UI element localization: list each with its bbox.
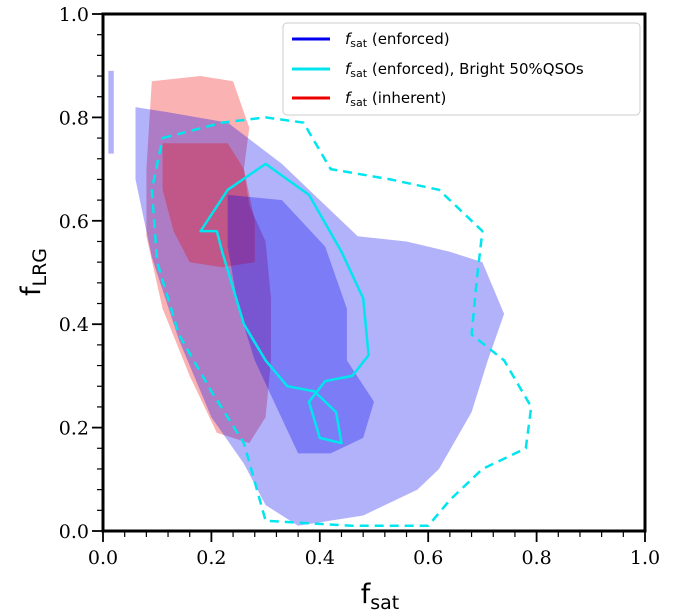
y-axis-label: fLRG [16, 248, 51, 296]
legend: fsat (enforced) fsat (enforced), Bright … [282, 22, 641, 116]
legend-item-enforced: fsat (enforced) [292, 30, 450, 50]
svg-text:fsat (inherent): fsat (inherent) [345, 89, 446, 109]
inherent-outer-region [146, 76, 271, 444]
legend-subscript: sat [350, 67, 367, 80]
x-tick-label: 1.0 [630, 547, 660, 569]
enforced-inner-region [227, 194, 374, 454]
svg-text:fsat (enforced), Bright 50%QSO: fsat (enforced), Bright 50%QSOs [345, 60, 584, 80]
legend-subscript: sat [350, 37, 367, 50]
plot-frame [101, 12, 647, 533]
inherent-inner-region [162, 143, 255, 268]
axis-ticks: 0.0 0.0 0.2 0.2 0.4 0.4 0.6 0.6 0.8 0.8 1.0 1.0 [59, 4, 660, 569]
y-tick-label: 0.6 [59, 211, 89, 233]
x-tick-label: 0.2 [196, 547, 226, 569]
y-tick-label: 0.0 [59, 521, 89, 543]
bright-qsos-dashed-contour [150, 116, 533, 528]
legend-label: (enforced) [367, 30, 450, 48]
x-tick-label: 0.6 [413, 547, 443, 569]
y-tick-label: 1.0 [59, 4, 89, 26]
x-tick-label: 0.0 [88, 547, 118, 569]
y-tick-label: 0.8 [59, 107, 89, 129]
enforced-outer-region [135, 107, 505, 526]
y-tick-label: 0.2 [59, 418, 89, 440]
legend-subscript: sat [350, 96, 367, 109]
legend-symbol: f [345, 89, 353, 107]
legend-symbol: f [345, 60, 353, 78]
legend-label: (inherent) [367, 89, 446, 107]
legend-symbol: f [345, 30, 353, 48]
x-axis-label: fsat [361, 579, 400, 614]
contour-regions [108, 70, 533, 528]
y-tick-label: 0.4 [59, 314, 89, 336]
enforced-stray-region [108, 70, 114, 154]
bright-qsos-solid-contour [199, 162, 370, 445]
legend-item-bright-qsos: fsat (enforced), Bright 50%QSOs [292, 60, 584, 80]
x-tick-label: 0.4 [305, 547, 335, 569]
legend-item-inherent: fsat (inherent) [292, 89, 446, 109]
legend-box [282, 22, 641, 116]
x-tick-label: 0.8 [521, 547, 551, 569]
svg-text:fsat (enforced): fsat (enforced) [345, 30, 450, 50]
legend-label: (enforced), Bright 50%QSOs [367, 60, 584, 78]
plot-area: 0.0 0.0 0.2 0.2 0.4 0.4 0.6 0.6 0.8 0.8 1.0 1.0 [59, 4, 660, 569]
